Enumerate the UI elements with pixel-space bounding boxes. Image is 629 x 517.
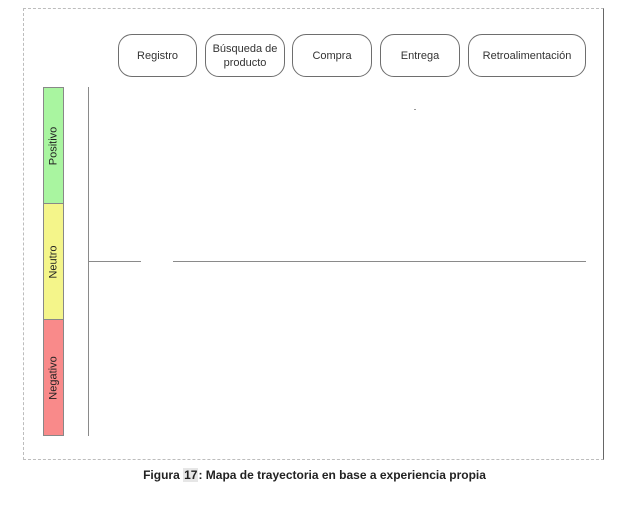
neutral-axis-left-segment [88, 261, 141, 262]
caption-prefix: Figura [143, 468, 184, 482]
stage-registro: Registro [118, 34, 197, 77]
figure-caption: Figura 17: Mapa de trayectoria en base a… [0, 468, 629, 482]
stage-entrega: Entrega [380, 34, 460, 77]
stage-compra: Compra [292, 34, 372, 77]
stray-mark [414, 109, 416, 110]
zone-negativo-label: Negativo [47, 355, 60, 400]
stage-busqueda-de-producto: Búsqueda de producto [205, 34, 285, 77]
neutral-axis-right-segment [173, 261, 586, 262]
zone-neutro: Neutro [43, 203, 64, 320]
zone-negativo: Negativo [43, 319, 64, 436]
zone-positivo-label: Positivo [47, 126, 60, 165]
stage-retroalimentacion: Retroalimentación [468, 34, 586, 77]
caption-text: : Mapa de trayectoria en base a experien… [198, 468, 486, 482]
zone-neutro-label: Neutro [47, 244, 60, 279]
caption-number: 17 [183, 468, 199, 482]
diagram-frame [23, 8, 604, 460]
zone-positivo: Positivo [43, 87, 64, 204]
